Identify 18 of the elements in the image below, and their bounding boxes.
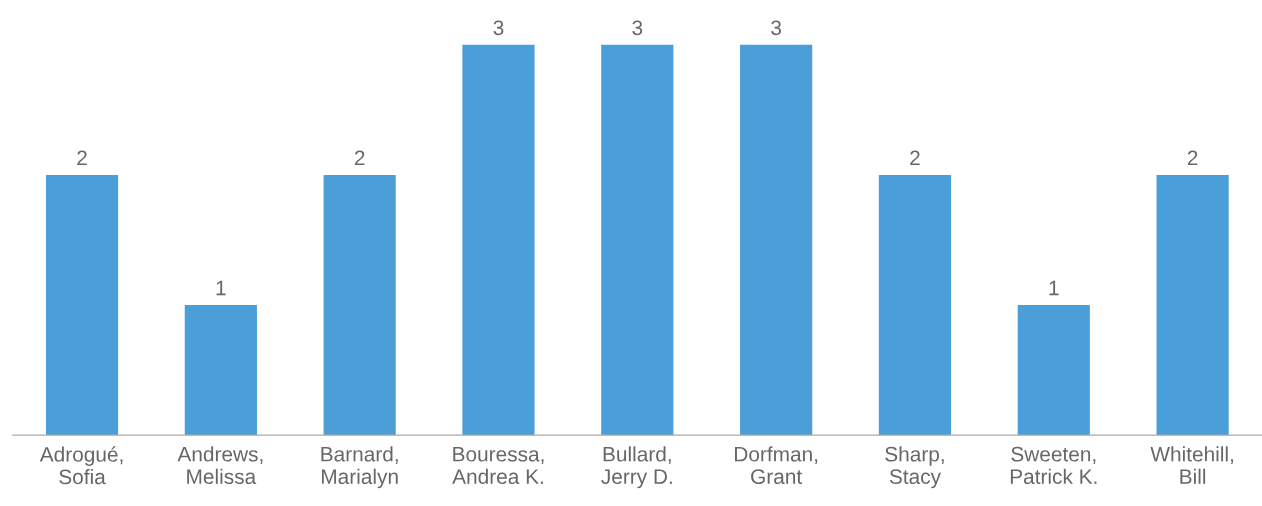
data-label: 2 [910,150,920,166]
data-label: 1 [1049,280,1059,296]
data-label: 3 [493,20,504,36]
x-tick-label: Whitehill, Bill [1150,446,1233,484]
x-tick-label: Bouressa, Andrea K. [452,447,544,485]
x-tick-label: Dorfman, Grant [735,446,818,485]
x-tick-label: Bullard, Jerry D. [601,446,672,489]
data-label: 2 [354,150,365,166]
data-label: 3 [632,20,643,36]
x-tick-label: Sweeten, Patrick K. [1010,446,1097,485]
x-tick-label: Adrogué, Sofia [39,446,123,485]
data-label: 3 [771,20,782,36]
data-label: 2 [77,150,87,166]
data-label: 2 [1187,150,1198,166]
x-tick-label: Andrews, Melissa [177,446,263,485]
data-label: 1 [216,280,226,296]
x-tick-label: Barnard, Marialyn [321,446,398,489]
x-tick-label: Sharp, Stacy [885,446,944,489]
